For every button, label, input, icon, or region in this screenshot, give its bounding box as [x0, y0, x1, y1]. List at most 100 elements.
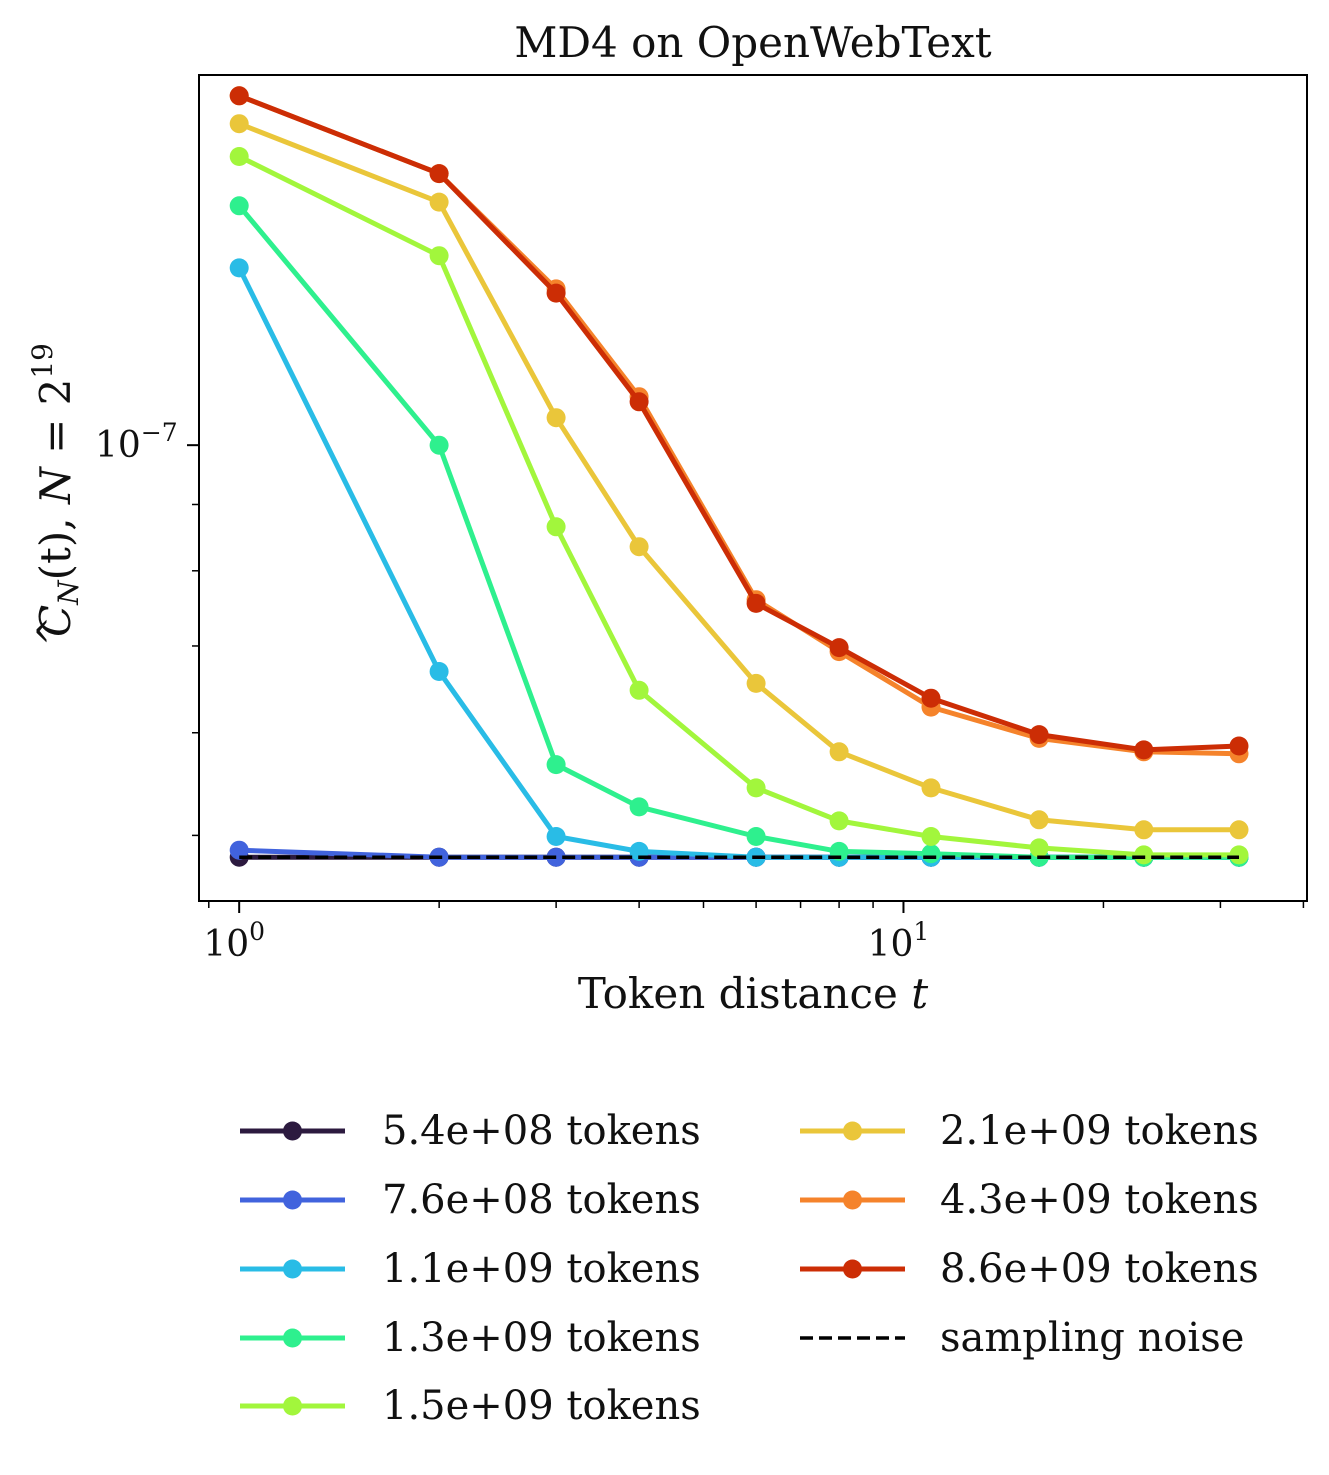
series-point-8-6e-09-tokens: [1029, 725, 1049, 745]
legend-marker: [843, 1190, 862, 1210]
series-point-2-1e-09-tokens: [829, 742, 849, 762]
series-point-2-1e-09-tokens: [1229, 820, 1249, 840]
series-point-1-3e-09-tokens: [921, 844, 941, 864]
legend-label: 5.4e+08 tokens: [382, 1108, 701, 1154]
series-point-8-6e-09-tokens: [921, 688, 941, 708]
y-label-eq: = 2: [31, 379, 80, 468]
y-axis-label: CN(t), N = 219: [26, 343, 85, 637]
series-point-1-5e-09-tokens: [1029, 838, 1049, 858]
series-point-1-1e-09-tokens: [429, 662, 449, 681]
legend-label: 4.3e+09 tokens: [940, 1177, 1259, 1223]
series-point-1-3e-09-tokens: [546, 755, 566, 775]
series-line-1-3e-09-tokens: [236, 203, 1242, 860]
legend-entry-sampling-noise: sampling noise: [800, 1315, 1244, 1361]
series-line-2-1e-09-tokens: [236, 121, 1242, 833]
legend-marker: [283, 1259, 302, 1279]
svg-text:CN(t), N = 219: CN(t), N = 219: [26, 343, 85, 637]
x-tick-label: 101: [868, 917, 930, 965]
series-1-5e-09-tokens: [229, 147, 1249, 865]
series-point-1-5e-09-tokens: [921, 827, 941, 846]
legend-label: sampling noise: [940, 1315, 1244, 1361]
series-point-1-3e-09-tokens: [629, 797, 649, 817]
legend-entry-1-3e-09-tokens: 1.3e+09 tokens: [240, 1315, 701, 1361]
chart-title: MD4 on OpenWebText: [514, 18, 991, 67]
legend-label: 1.1e+09 tokens: [382, 1246, 701, 1292]
x-tick-exp: 1: [913, 917, 929, 946]
series-point-1-5e-09-tokens: [629, 680, 649, 700]
x-axis-label: Token distance t: [578, 969, 928, 1018]
series-point-8-6e-09-tokens: [229, 86, 249, 106]
series-point-2-1e-09-tokens: [746, 673, 766, 693]
legend-entry-8-6e-09-tokens: 8.6e+09 tokens: [800, 1246, 1259, 1292]
y-label-sub: N: [52, 579, 85, 606]
legend-entry-1-5e-09-tokens: 1.5e+09 tokens: [240, 1383, 701, 1429]
series-point-1-5e-09-tokens: [1229, 845, 1249, 865]
series-point-1-3e-09-tokens: [229, 196, 249, 216]
y-tick-exp: −7: [141, 418, 178, 447]
x-tick-base: 10: [203, 924, 249, 965]
series-line-8-6e-09-tokens: [236, 93, 1242, 753]
series-8-6e-09-tokens: [229, 86, 1249, 760]
series-point-8-6e-09-tokens: [746, 593, 766, 613]
legend-label: 1.5e+09 tokens: [382, 1383, 701, 1429]
series-2-1e-09-tokens: [229, 114, 1249, 840]
series-point-2-1e-09-tokens: [429, 192, 449, 212]
legend-marker: [283, 1121, 302, 1141]
series-point-1-1e-09-tokens: [229, 258, 249, 278]
series-point-1-5e-09-tokens: [546, 517, 566, 537]
legend-label: 8.6e+09 tokens: [940, 1246, 1259, 1292]
legend-entry-7-6e-08-tokens: 7.6e+08 tokens: [240, 1177, 701, 1223]
series-point-1-5e-09-tokens: [429, 246, 449, 266]
legend-entry-2-1e-09-tokens: 2.1e+09 tokens: [800, 1108, 1259, 1154]
series-point-1-1e-09-tokens: [546, 827, 566, 846]
series-1-3e-09-tokens: [229, 196, 1249, 867]
plot-marks: [229, 86, 1249, 867]
legend-label: 1.3e+09 tokens: [382, 1315, 701, 1361]
x-axis-label-text: Token distance: [578, 969, 911, 1018]
y-label-c: C: [31, 605, 80, 637]
legend-marker: [843, 1259, 862, 1279]
legend-label: 7.6e+08 tokens: [382, 1177, 701, 1223]
x-axis-label-var: t: [911, 969, 928, 1018]
series-point-1-5e-09-tokens: [1134, 845, 1154, 865]
y-label-n: N: [31, 466, 80, 505]
series-point-8-6e-09-tokens: [1134, 740, 1154, 760]
legend-entry-5-4e-08-tokens: 5.4e+08 tokens: [240, 1108, 701, 1154]
series-point-8-6e-09-tokens: [546, 283, 566, 303]
series-line-1-5e-09-tokens: [236, 154, 1242, 858]
x-tick-base: 10: [868, 924, 914, 965]
series-point-1-5e-09-tokens: [229, 147, 249, 166]
legend-marker: [283, 1396, 302, 1416]
series-point-1-3e-09-tokens: [746, 827, 766, 846]
series-line-4-3e-09-tokens: [236, 93, 1242, 757]
y-tick-label: 10−7: [95, 418, 178, 466]
series-point-8-6e-09-tokens: [829, 638, 849, 658]
series-point-8-6e-09-tokens: [429, 164, 449, 184]
legend-marker: [283, 1190, 302, 1210]
y-label-hat: ^: [31, 616, 72, 646]
legend-label: 2.1e+09 tokens: [940, 1108, 1259, 1154]
y-label-exp: 19: [26, 343, 59, 379]
x-tick-exp: 0: [249, 917, 265, 946]
legend: 5.4e+08 tokens 7.6e+08 tokens 1.1e+09 toke…: [240, 1108, 1259, 1429]
series-point-2-1e-09-tokens: [921, 778, 941, 798]
series-point-1-5e-09-tokens: [829, 811, 849, 831]
legend-entry-4-3e-09-tokens: 4.3e+09 tokens: [800, 1177, 1259, 1223]
series-point-2-1e-09-tokens: [546, 408, 566, 428]
series-point-2-1e-09-tokens: [1029, 810, 1049, 830]
series-point-7-6e-08-tokens: [229, 840, 249, 860]
series-line-1-1e-09-tokens: [236, 265, 1242, 860]
y-label-arg: (t),: [31, 504, 80, 580]
series-point-1-5e-09-tokens: [746, 778, 766, 798]
legend-marker: [843, 1121, 862, 1141]
series-point-2-1e-09-tokens: [629, 537, 649, 557]
plot-frame: [198, 74, 1308, 902]
series-point-8-6e-09-tokens: [629, 392, 649, 412]
series-point-2-1e-09-tokens: [1134, 820, 1154, 840]
series-point-2-1e-09-tokens: [229, 114, 249, 134]
y-tick-base: 10: [95, 425, 141, 466]
legend-marker: [283, 1328, 302, 1348]
series-point-8-6e-09-tokens: [1229, 736, 1249, 756]
